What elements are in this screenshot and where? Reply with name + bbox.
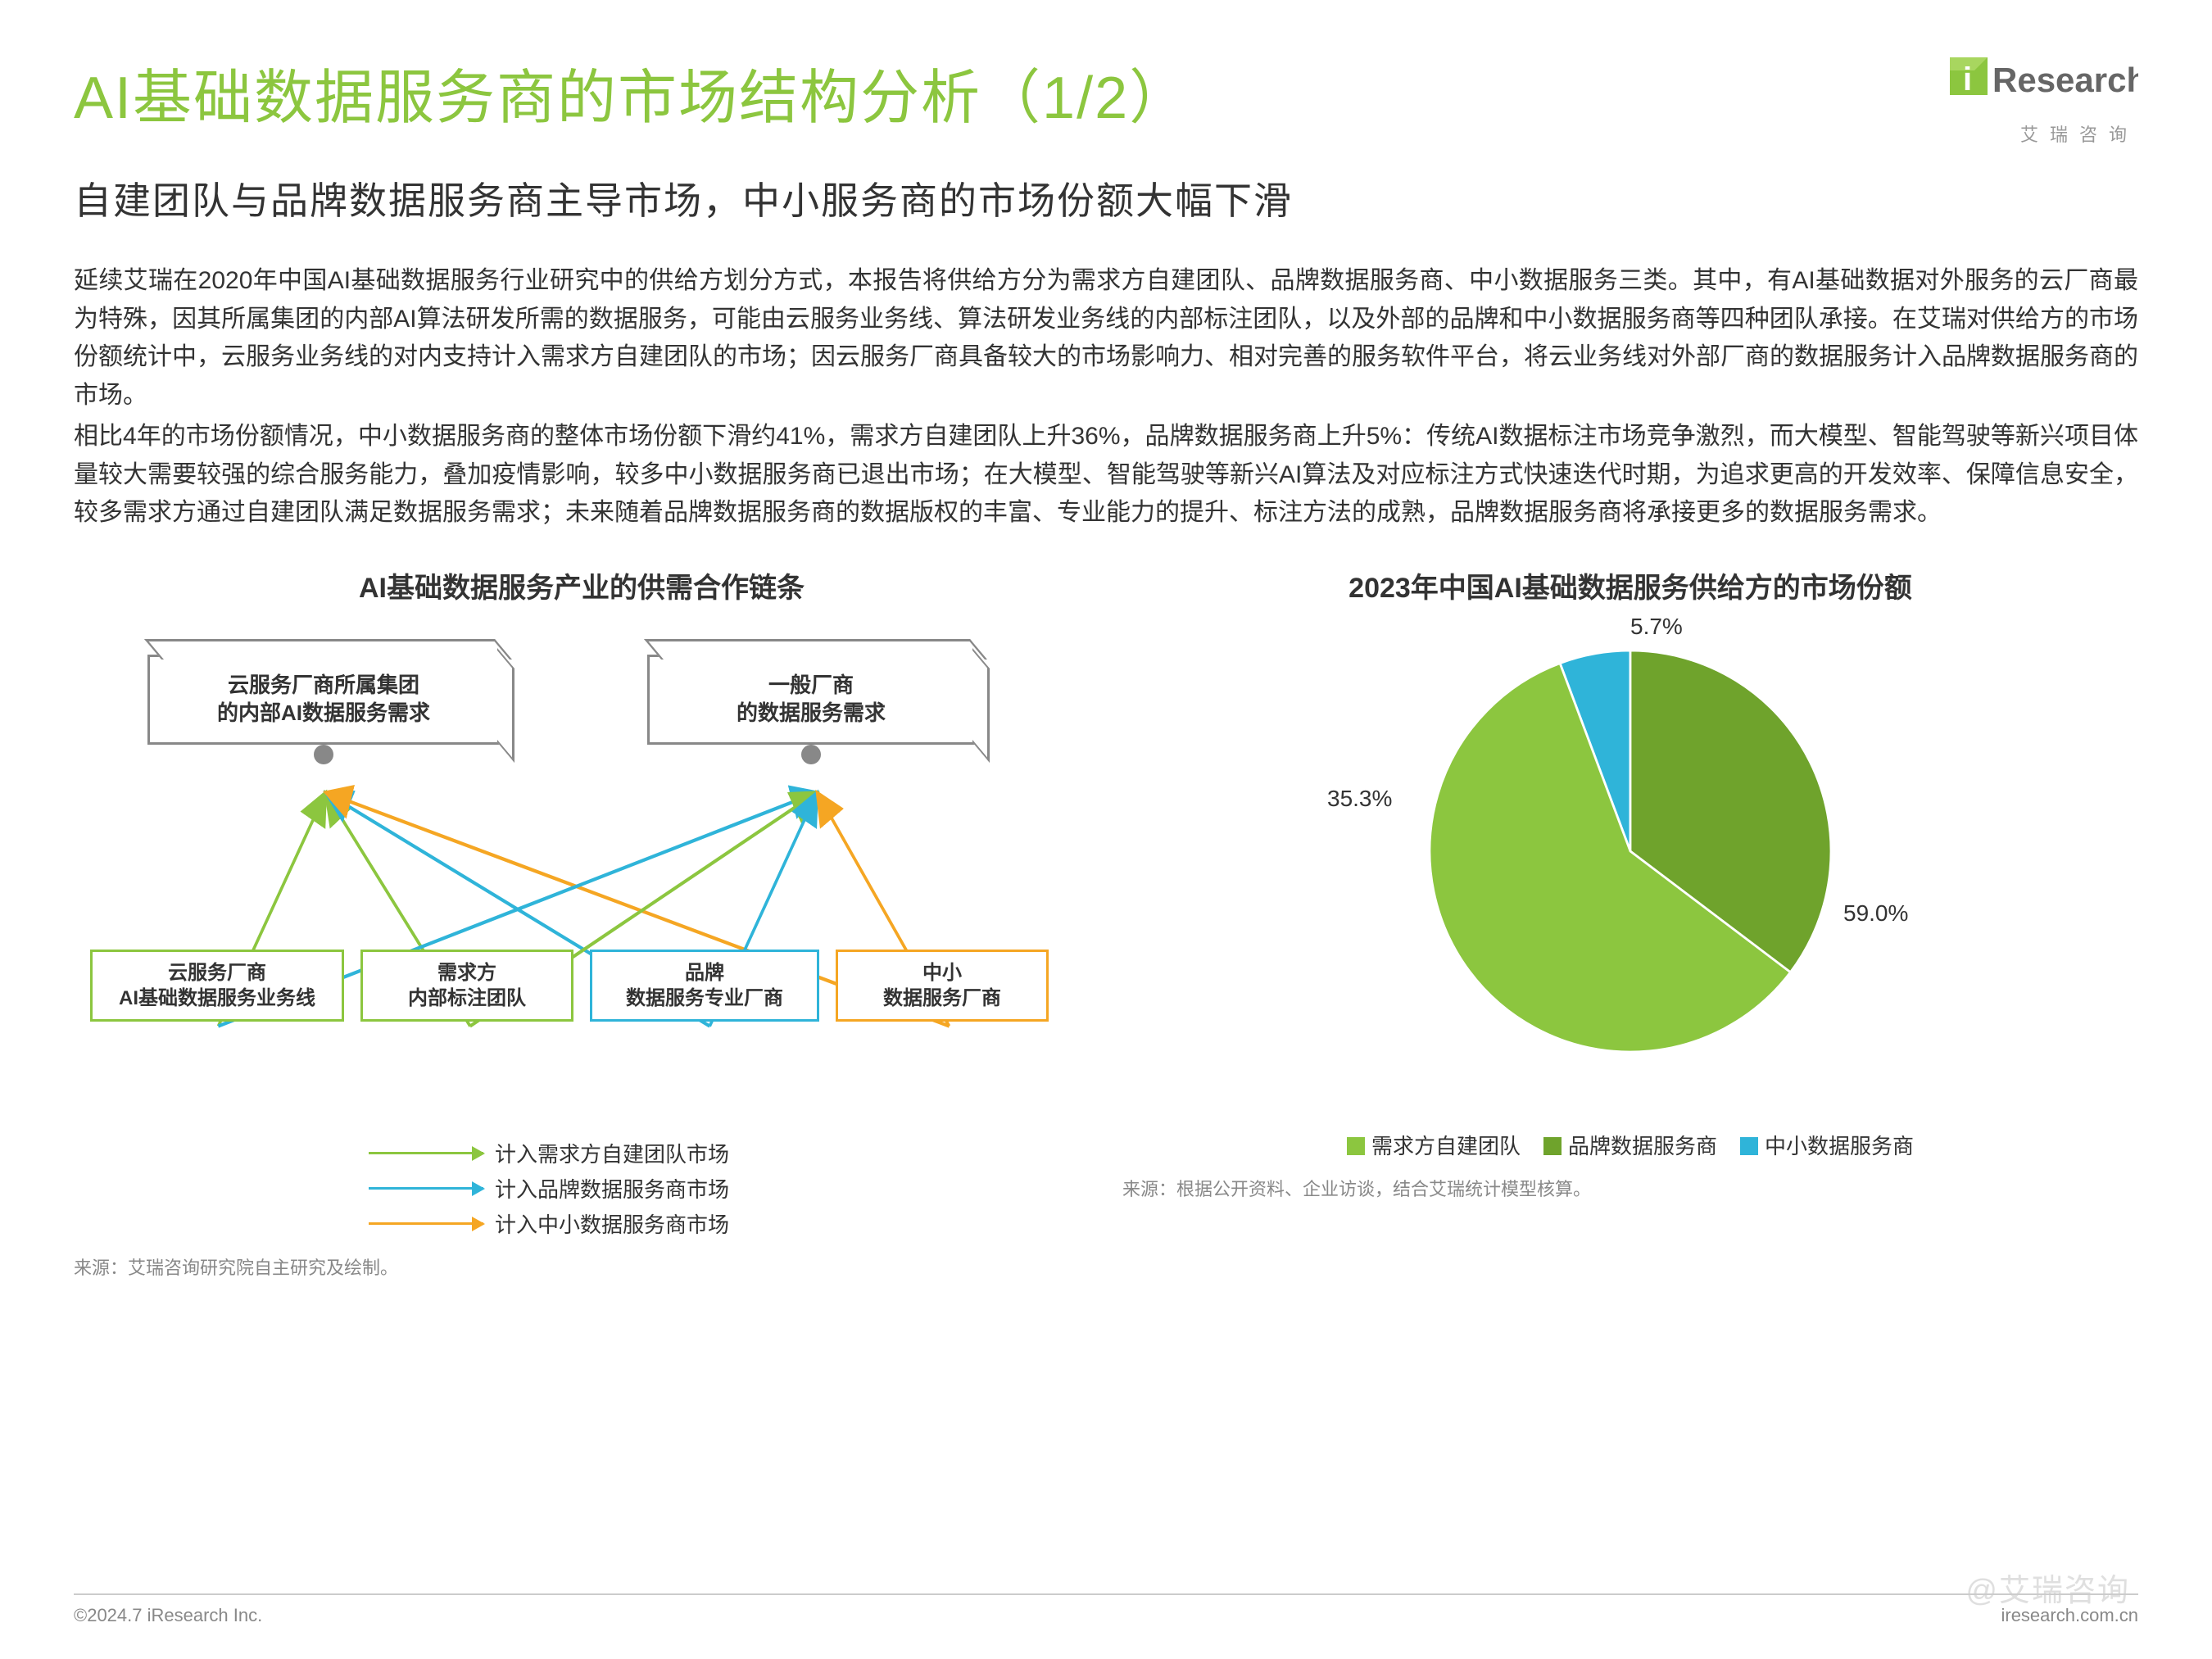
pie-label-2: 5.7% [1630,614,1683,640]
supply-box-brand: 品牌 数据服务专业厂商 [590,950,819,1022]
diagram-node-dot [801,745,821,764]
supply-box-internal-team: 需求方 内部标注团队 [360,950,573,1022]
charts-row: AI基础数据服务产业的供需合作链条 云服务厂商所属集团 的内部AI数据服务需求 … [74,565,2138,1280]
diagram-source: 来源：艾瑞咨询研究院自主研究及绘制。 [74,1253,1090,1280]
legend-item-green: 计入需求方自建团队市场 [369,1138,1090,1168]
diagram-node-dot [314,745,333,764]
pie-legend-item-2: 中小数据服务商 [1740,1130,1914,1160]
header: AI基础数据服务商的市场结构分析（1/2） i Research 艾瑞咨询 [74,49,2138,147]
supply-chain-diagram-panel: AI基础数据服务产业的供需合作链条 云服务厂商所属集团 的内部AI数据服务需求 … [74,565,1090,1280]
pie-label-1: 35.3% [1327,786,1392,812]
pie-source: 来源：根据公开资料、企业访谈，结合艾瑞统计模型核算。 [1122,1175,2138,1201]
diagram-legend: 计入需求方自建团队市场 计入品牌数据服务商市场 计入中小数据服务商市场 [74,1138,1090,1239]
pie-chart-panel: 2023年中国AI基础数据服务供给方的市场份额 59.0% 35.3% 5.7%… [1122,565,2138,1280]
logo: i Research 艾瑞咨询 [1950,49,2138,147]
pie-legend-item-0: 需求方自建团队 [1347,1130,1521,1160]
footer-url: iresearch.com.cn [2001,1605,2138,1626]
legend-item-orange: 计入中小数据服务商市场 [369,1208,1090,1239]
footer: ©2024.7 iResearch Inc. iresearch.com.cn [74,1593,2138,1626]
demand-box-line1: 一般厂商 [768,672,854,700]
demand-box-line1: 云服务厂商所属集团 [228,672,419,700]
diagram-title: AI基础数据服务产业的供需合作链条 [74,565,1090,605]
pie-chart: 59.0% 35.3% 5.7% [1122,622,2138,1081]
svg-text:i: i [1963,61,1972,97]
subtitle: 自建团队与品牌数据服务商主导市场，中小服务商的市场份额大幅下滑 [74,171,2138,225]
pie-label-0: 59.0% [1843,900,1908,927]
page-title: AI基础数据服务商的市场结构分析（1/2） [74,49,1190,135]
supply-box-cloud-line: 云服务厂商 AI基础数据服务业务线 [90,950,344,1022]
demand-box-line2: 的内部AI数据服务需求 [217,700,430,728]
svg-text:Research: Research [1992,61,2138,99]
footer-copyright: ©2024.7 iResearch Inc. [74,1605,262,1626]
pie-legend-item-1: 品牌数据服务商 [1543,1130,1717,1160]
supply-chain-diagram: 云服务厂商所属集团 的内部AI数据服务需求 一般厂商 的数据服务需求 云服务厂商… [74,622,1090,1130]
pie-legend: 需求方自建团队 品牌数据服务商 中小数据服务商 [1122,1130,2138,1160]
demand-box-cloud: 云服务厂商所属集团 的内部AI数据服务需求 [147,655,500,745]
body-paragraph-1: 延续艾瑞在2020年中国AI基础数据服务行业研究中的供给方划分方式，本报告将供给… [74,262,2138,415]
demand-box-line2: 的数据服务需求 [737,700,886,728]
logo-sub: 艾瑞咨询 [1950,120,2138,147]
body-paragraph-2: 相比4年的市场份额情况，中小数据服务商的整体市场份额下滑约41%，需求方自建团队… [74,418,2138,533]
pie-title: 2023年中国AI基础数据服务供给方的市场份额 [1122,565,2138,605]
demand-box-general: 一般厂商 的数据服务需求 [647,655,975,745]
legend-item-cyan: 计入品牌数据服务商市场 [369,1173,1090,1203]
supply-box-small-medium: 中小 数据服务厂商 [836,950,1049,1022]
